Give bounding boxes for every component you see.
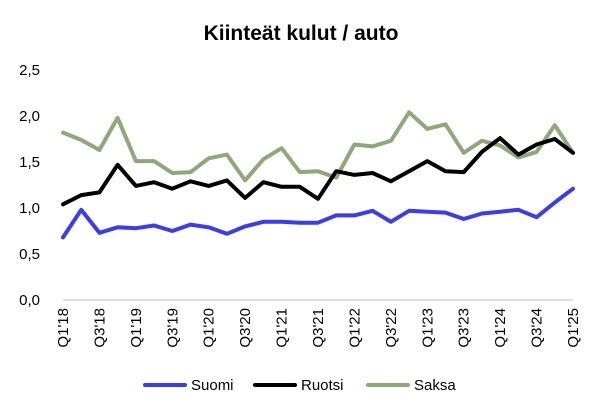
y-tick-label: 0,0 bbox=[19, 292, 40, 309]
chart-title: Kiinteät kulut / auto bbox=[204, 22, 399, 45]
x-tick-label: Q1'25 bbox=[565, 308, 582, 348]
y-tick-label: 2,5 bbox=[19, 62, 40, 79]
x-tick-label: Q1'24 bbox=[492, 308, 509, 348]
x-tick-label: Q1'18 bbox=[55, 308, 72, 348]
series-line-ruotsi bbox=[61, 136, 575, 207]
x-tick-label: Q3'24 bbox=[529, 308, 546, 348]
x-tick-label: Q3'23 bbox=[456, 308, 473, 348]
y-tick-label: 1,5 bbox=[19, 154, 40, 171]
legend-label-ruotsi: Ruotsi bbox=[301, 377, 344, 394]
legend: Suomi Ruotsi Saksa bbox=[143, 377, 456, 394]
x-tick-label: Q1'19 bbox=[128, 308, 145, 348]
y-tick-label: 1,0 bbox=[19, 200, 40, 217]
series-lines bbox=[61, 110, 575, 240]
x-tick-label: Q3'22 bbox=[383, 308, 400, 348]
x-tick-label: Q1'20 bbox=[201, 308, 218, 348]
legend-label-suomi: Suomi bbox=[191, 377, 234, 394]
x-tick-label: Q3'19 bbox=[164, 308, 181, 348]
series-line-saksa bbox=[61, 110, 575, 183]
y-tick-label: 2,0 bbox=[19, 108, 40, 125]
x-tick-label: Q1'23 bbox=[419, 308, 436, 348]
x-tick-label: Q3'20 bbox=[237, 308, 254, 348]
x-axis: Q1'18 Q3'18 Q1'19 Q3'19 Q1'20 Q3'20 Q1'21 Q3'21… bbox=[55, 299, 582, 348]
y-axis: 0,0 0,5 1,0 1,5 2,0 2,5 bbox=[19, 62, 40, 309]
series-line-suomi bbox=[61, 186, 575, 240]
y-tick-label: 0,5 bbox=[19, 246, 40, 263]
x-tick-label: Q1'21 bbox=[274, 308, 291, 348]
x-tick-label: Q3'18 bbox=[91, 308, 108, 348]
legend-label-saksa: Saksa bbox=[414, 377, 456, 394]
x-tick-label: Q1'22 bbox=[346, 308, 363, 348]
x-tick-label: Q3'21 bbox=[310, 308, 327, 348]
